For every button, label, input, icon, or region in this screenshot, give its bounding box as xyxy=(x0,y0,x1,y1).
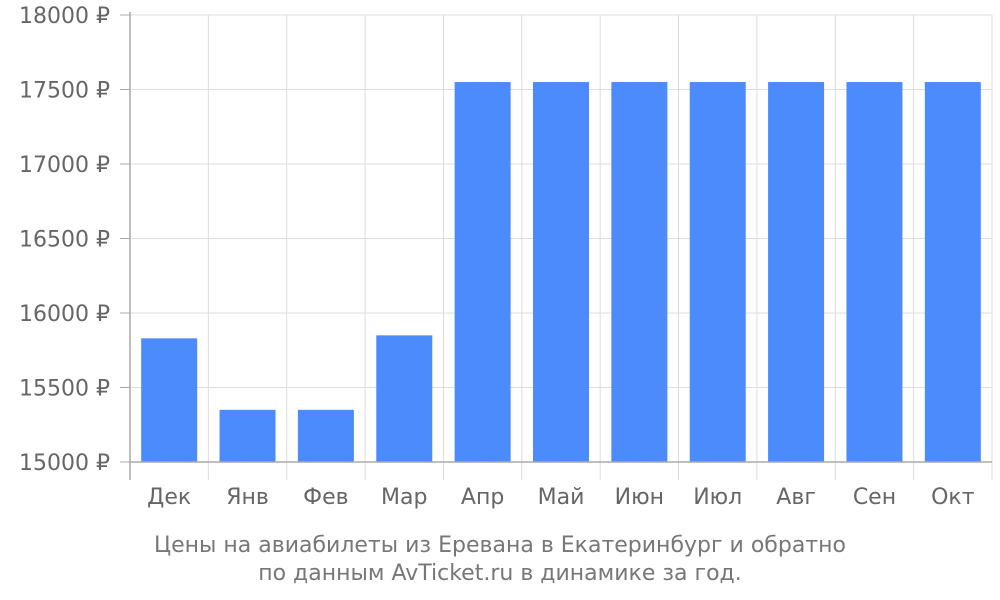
x-tick-label: Дек xyxy=(147,485,191,510)
bars xyxy=(141,82,981,463)
y-tick-label: 17500 ₽ xyxy=(19,79,110,104)
bar-8 xyxy=(689,82,746,463)
x-tick-label: Фев xyxy=(303,485,348,510)
x-tick-label: Янв xyxy=(226,485,269,510)
x-tick-label: Мар xyxy=(381,485,427,510)
bar-9 xyxy=(768,82,825,463)
y-axis-ticks: 15000 ₽ 15500 ₽ 16000 ₽ 16500 ₽ 17000 ₽ 17500… xyxy=(19,4,130,476)
y-tick-label: 18000 ₽ xyxy=(19,4,110,29)
bar-4 xyxy=(376,335,433,462)
y-tick-label: 15000 ₽ xyxy=(19,451,110,476)
caption-line-2: по данным AvTicket.ru в динамике за год. xyxy=(258,561,742,586)
x-tick-label: Июл xyxy=(693,485,742,510)
bar-chart: 15000 ₽ 15500 ₽ 16000 ₽ 16500 ₽ 17000 ₽ 17500… xyxy=(19,4,993,510)
x-tick-label: Апр xyxy=(461,485,504,510)
y-tick-label: 16000 ₽ xyxy=(19,302,110,327)
y-tick-label: 16500 ₽ xyxy=(19,228,110,253)
bar-6 xyxy=(533,82,589,463)
x-tick-label: Окт xyxy=(931,485,975,510)
bar-7 xyxy=(611,82,668,463)
x-tick-label: Май xyxy=(538,485,585,510)
bar-3 xyxy=(297,409,354,462)
bar-11 xyxy=(924,82,981,463)
x-tick-label: Июн xyxy=(615,485,664,510)
y-tick-label: 17000 ₽ xyxy=(19,153,110,178)
x-tick-label: Авг xyxy=(776,485,816,510)
bar-1 xyxy=(141,338,198,462)
bar-10 xyxy=(846,82,903,463)
chart-caption: Цены на авиабилеты из Еревана в Екатерин… xyxy=(0,532,1000,588)
x-axis-ticks: Дек Янв Фев Мар Апр Май Июн Июл Авг Сен Окт xyxy=(147,485,975,510)
x-tick-label: Сен xyxy=(853,485,896,510)
bar-5 xyxy=(454,82,511,463)
y-tick-label: 15500 ₽ xyxy=(19,377,110,402)
bar-2 xyxy=(219,409,276,462)
caption-line-1: Цены на авиабилеты из Еревана в Екатерин… xyxy=(154,533,846,558)
